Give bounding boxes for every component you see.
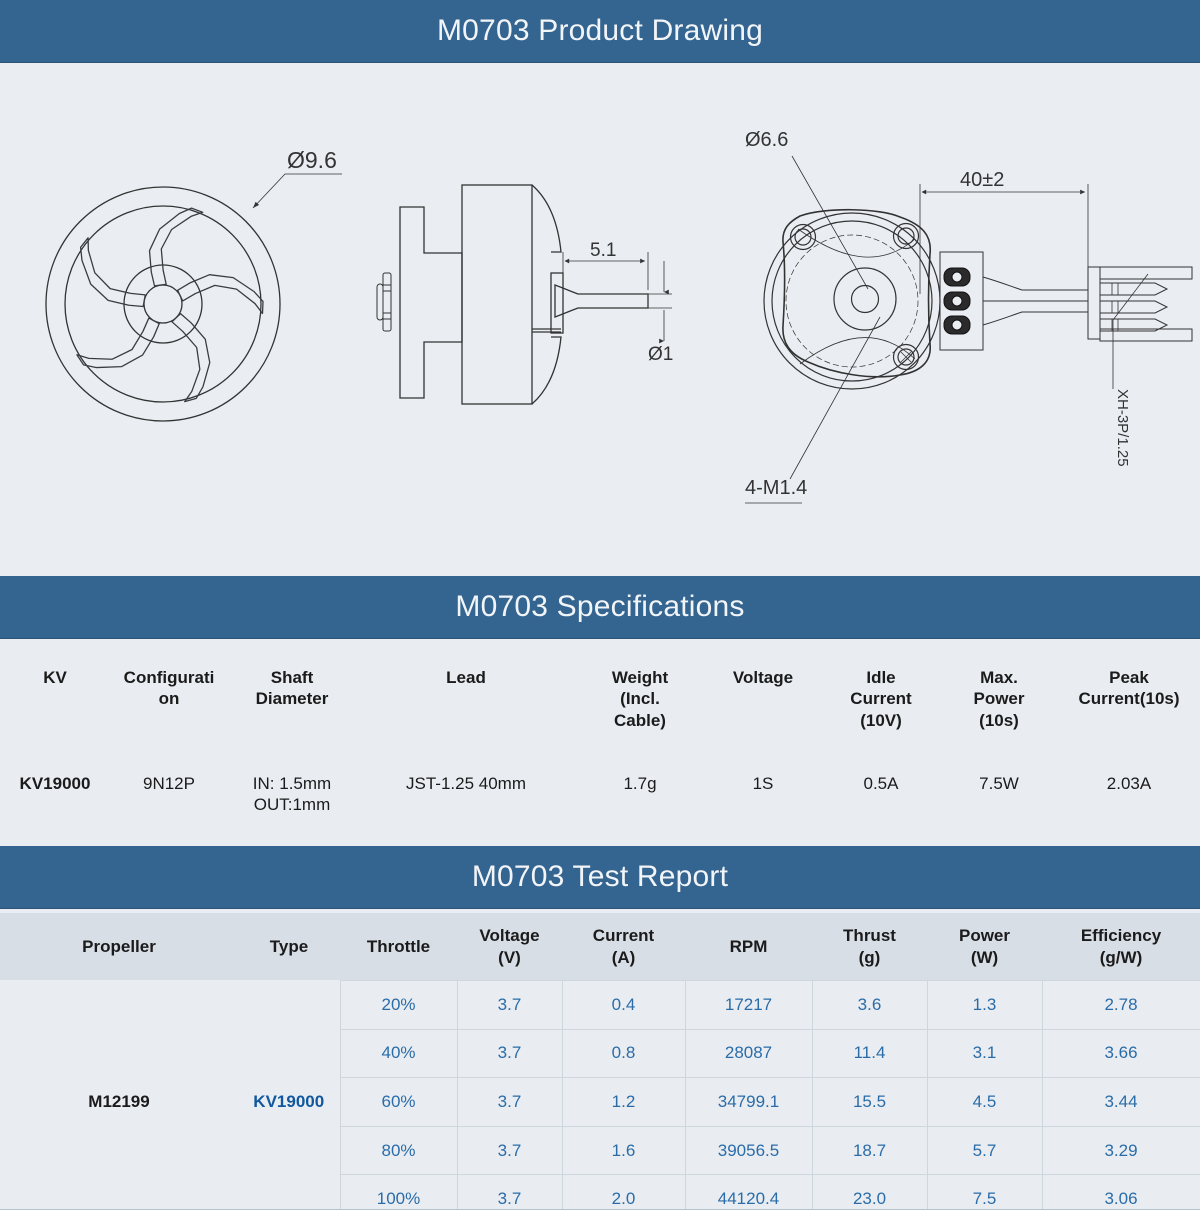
svg-text:XH-3P/1.25: XH-3P/1.25 xyxy=(1114,389,1131,467)
svg-text:Ø6.6: Ø6.6 xyxy=(745,129,788,151)
svg-text:Ø1: Ø1 xyxy=(648,344,673,365)
svg-text:Ø9.6: Ø9.6 xyxy=(287,147,337,173)
svg-text:5.1: 5.1 xyxy=(590,240,616,261)
svg-text:40±2: 40±2 xyxy=(960,169,1004,191)
svg-text:4-M1.4: 4-M1.4 xyxy=(745,477,807,499)
